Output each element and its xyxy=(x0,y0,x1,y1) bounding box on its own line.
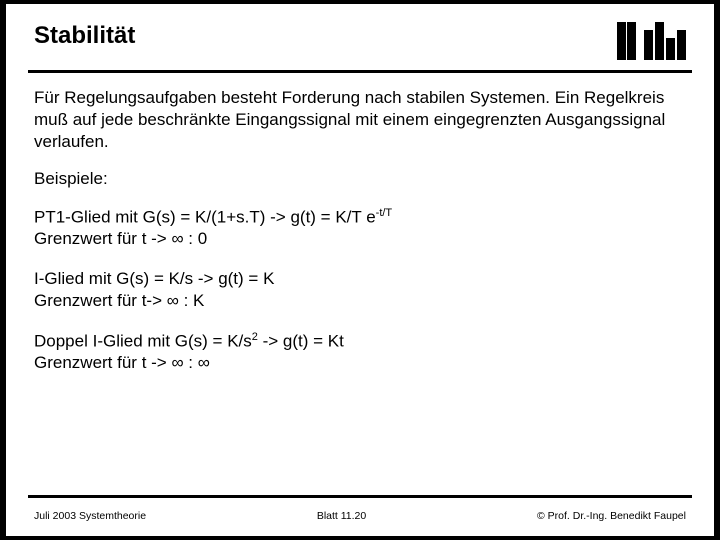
htw-logo xyxy=(617,22,686,60)
logo-bar xyxy=(617,22,626,60)
example-text: -> g(t) = Kt xyxy=(258,331,344,350)
body: Für Regelungsaufgaben besteht Forderung … xyxy=(6,73,714,374)
example-line: PT1-Glied mit G(s) = K/(1+s.T) -> g(t) =… xyxy=(34,206,686,228)
slide: Stabilität Für Regelungsaufgaben besteht… xyxy=(6,4,714,536)
example-limit: Grenzwert für t -> ∞ : ∞ xyxy=(34,352,686,374)
example-text: Doppel I-Glied mit G(s) = K/s xyxy=(34,331,252,350)
example-line: Doppel I-Glied mit G(s) = K/s2 -> g(t) =… xyxy=(34,330,686,352)
examples-label: Beispiele: xyxy=(34,168,686,190)
intro-text: Für Regelungsaufgaben besteht Forderung … xyxy=(34,87,686,152)
example-double-i: Doppel I-Glied mit G(s) = K/s2 -> g(t) =… xyxy=(34,330,686,374)
footer-right: © Prof. Dr.-Ing. Benedikt Faupel xyxy=(537,510,686,522)
superscript: -t/T xyxy=(376,207,393,219)
logo-bar xyxy=(677,30,686,60)
example-i: I-Glied mit G(s) = K/s -> g(t) = K Grenz… xyxy=(34,268,686,312)
divider-bottom xyxy=(28,495,692,498)
logo-bar xyxy=(627,22,636,60)
footer: Juli 2003 Systemtheorie Blatt 11.20 © Pr… xyxy=(34,510,686,522)
logo-bar xyxy=(644,30,653,60)
example-pt1: PT1-Glied mit G(s) = K/(1+s.T) -> g(t) =… xyxy=(34,206,686,250)
logo-bar xyxy=(655,22,664,60)
example-limit: Grenzwert für t -> ∞ : 0 xyxy=(34,228,686,250)
example-line: I-Glied mit G(s) = K/s -> g(t) = K xyxy=(34,268,686,290)
footer-left: Juli 2003 Systemtheorie xyxy=(34,510,146,522)
example-limit: Grenzwert für t-> ∞ : K xyxy=(34,290,686,312)
page-title: Stabilität xyxy=(34,22,135,50)
footer-center: Blatt 11.20 xyxy=(317,510,366,522)
header: Stabilität xyxy=(6,4,714,70)
logo-bar xyxy=(666,38,675,60)
example-text: PT1-Glied mit G(s) = K/(1+s.T) -> g(t) =… xyxy=(34,208,376,227)
